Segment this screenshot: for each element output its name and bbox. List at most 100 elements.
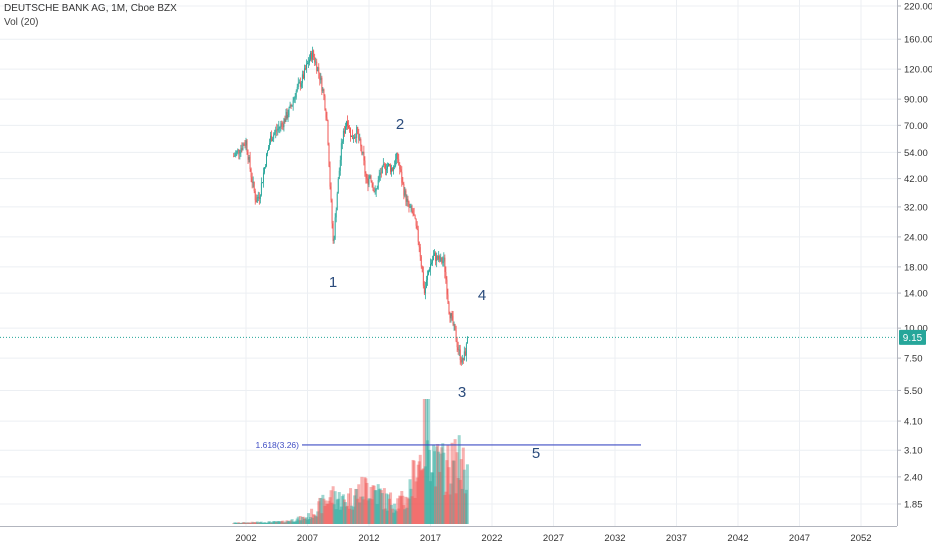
wave-label-5[interactable]: 5 xyxy=(532,445,540,462)
volume-bar xyxy=(364,478,368,524)
candle-body xyxy=(396,153,398,159)
candle-body xyxy=(414,215,416,219)
candle-body xyxy=(308,62,309,64)
price-tick-label: 24.00 xyxy=(904,232,928,243)
candle-body xyxy=(284,118,286,122)
candle-body xyxy=(317,67,319,71)
candle-body xyxy=(411,206,413,211)
volume-bar xyxy=(257,522,261,524)
volume-bar xyxy=(432,444,436,524)
volume-bar xyxy=(288,521,292,524)
candle-body xyxy=(399,164,401,170)
volume-bar xyxy=(284,521,288,524)
volume-bar xyxy=(353,495,357,524)
candle-body xyxy=(428,271,429,275)
candle-body xyxy=(313,50,315,58)
price-tick-label: 160.00 xyxy=(904,35,932,46)
wave-label-3[interactable]: 3 xyxy=(458,384,466,401)
candle-body xyxy=(426,274,428,280)
wave-label-2[interactable]: 2 xyxy=(396,116,404,133)
volume-bar xyxy=(372,485,376,524)
volume-bar xyxy=(442,452,446,524)
candle-body xyxy=(328,144,330,167)
price-axis[interactable]: 220.00 160.00 120.00 90.00 70.00 54.00 42.00 32… xyxy=(897,2,932,511)
candle-body xyxy=(269,143,271,148)
candle-body xyxy=(355,136,357,138)
candle-body xyxy=(261,182,263,183)
candle-body xyxy=(439,256,441,262)
volume-bar xyxy=(437,451,441,524)
volume-bar xyxy=(463,493,467,524)
volume-bar xyxy=(412,460,416,524)
candle-body xyxy=(243,144,245,146)
volume-bar xyxy=(417,461,421,524)
volume-bar xyxy=(418,454,422,524)
volume-bar xyxy=(448,494,452,524)
candle-body xyxy=(445,272,447,280)
volume-bar xyxy=(349,488,353,524)
price-tick-label: 120.00 xyxy=(904,65,932,76)
volume-bar xyxy=(323,505,327,524)
volume-bar xyxy=(274,521,278,524)
volume-bar xyxy=(433,451,437,524)
volume-bar xyxy=(272,521,276,524)
candle-body xyxy=(245,140,247,146)
candle-body xyxy=(253,181,255,192)
candle-body xyxy=(338,170,340,180)
volume-bar xyxy=(403,509,407,524)
candle-body xyxy=(340,143,342,160)
candle-body xyxy=(283,118,285,128)
volume-bar xyxy=(347,493,350,524)
candle-body xyxy=(457,347,459,351)
candle-body xyxy=(238,149,240,154)
candle-body xyxy=(319,72,321,81)
volume-bar xyxy=(371,485,375,524)
wave-label-4[interactable]: 4 xyxy=(478,287,486,304)
volume-bar xyxy=(415,477,419,524)
candle-body xyxy=(254,191,256,201)
volume-bar xyxy=(356,498,360,524)
volume-bar xyxy=(454,493,458,524)
volume-bar xyxy=(443,494,447,524)
candle-body xyxy=(256,197,258,203)
volume-bar xyxy=(411,459,415,524)
candle-body xyxy=(460,360,462,363)
volume-bar xyxy=(426,399,430,524)
candle-body xyxy=(349,127,350,129)
candle-body xyxy=(418,241,420,248)
volume-bar xyxy=(354,488,358,524)
wave-label-1[interactable]: 1 xyxy=(329,274,337,291)
volume-bar xyxy=(311,517,315,524)
volume-bar xyxy=(374,490,378,524)
candle-body xyxy=(352,135,354,140)
candle-body xyxy=(237,149,239,151)
volume-bar xyxy=(279,521,283,524)
candle-body xyxy=(456,341,458,348)
volume-bar xyxy=(302,518,306,524)
candle-body xyxy=(390,165,391,172)
candle-body xyxy=(315,61,317,63)
volume-bar xyxy=(357,484,361,524)
candle-body xyxy=(351,135,353,137)
volume-bar xyxy=(250,521,254,524)
candle-body xyxy=(397,153,399,160)
volume-bar xyxy=(445,460,449,524)
volume-bar xyxy=(429,481,432,524)
time-tick-label: 2047 xyxy=(789,533,810,544)
volume-bar xyxy=(368,498,372,524)
candle-body xyxy=(239,152,241,154)
volume-bar xyxy=(363,477,367,524)
volume-bar xyxy=(258,521,262,524)
volume-bar xyxy=(234,522,238,524)
volume-bar xyxy=(254,522,258,524)
volume-bar xyxy=(233,522,237,524)
candle-body xyxy=(252,181,254,183)
time-axis[interactable]: 2002 2007 2012 2017 2022 2027 2032 2037 2042 2047… xyxy=(235,533,871,544)
candle-body xyxy=(240,148,242,153)
candle-body xyxy=(327,120,329,145)
candle-body xyxy=(251,177,253,183)
volume-bar xyxy=(280,521,284,524)
candle-body xyxy=(331,200,333,224)
volume-bar xyxy=(376,484,380,524)
